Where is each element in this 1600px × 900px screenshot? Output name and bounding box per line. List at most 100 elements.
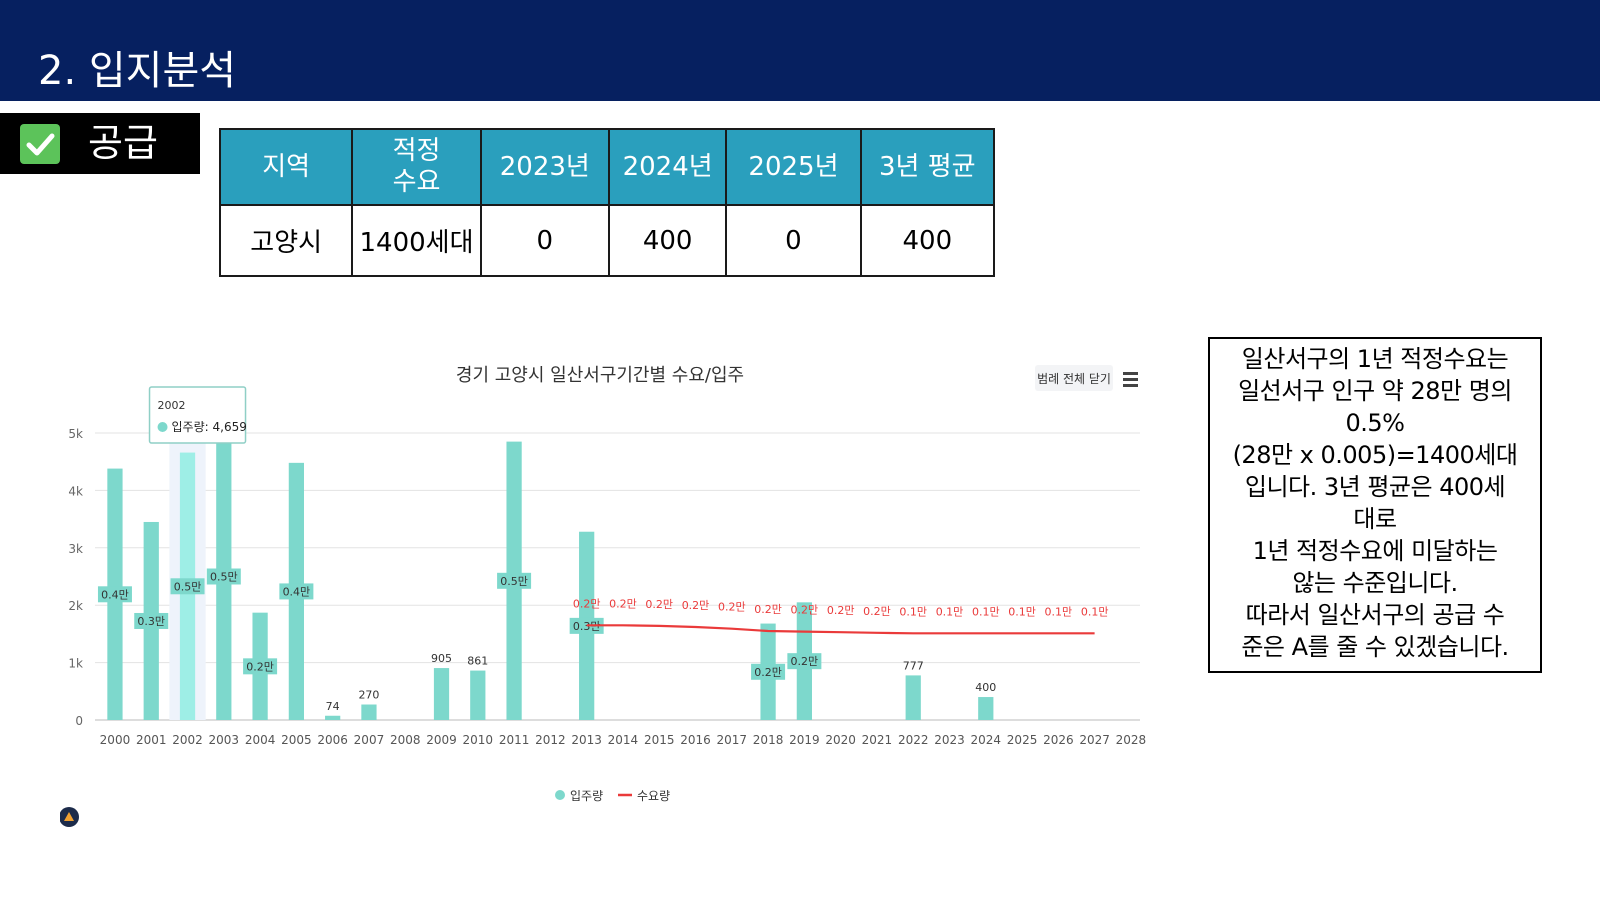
bar-data-label: 905 <box>431 652 452 665</box>
table-header-row: 지역 적정 수요 2023년 2024년 2025년 3년 평균 <box>218 128 996 206</box>
table-header-cell: 지역 <box>218 128 354 206</box>
line-data-label: 0.1만 <box>899 605 927 618</box>
line-data-label: 0.2만 <box>682 599 710 612</box>
check-icon <box>20 124 60 164</box>
legend-toggle-label: 범례 전체 닫기 <box>1037 372 1111 386</box>
bar-data-label: 0.3만 <box>137 615 165 628</box>
line-data-label: 0.1만 <box>1081 605 1109 618</box>
table-cell: 400 <box>859 204 996 277</box>
y-tick-label: 0 <box>75 714 83 728</box>
line-data-label: 0.2만 <box>863 605 891 618</box>
bar-data-label: 74 <box>326 700 340 713</box>
x-tick-label: 2018 <box>753 733 784 747</box>
table-header-cell: 2023년 <box>479 128 610 206</box>
x-tick-label: 2005 <box>281 733 312 747</box>
y-tick-label: 3k <box>68 542 83 556</box>
bar-data-label: 0.3만 <box>573 620 601 633</box>
bar-data-label: 777 <box>903 659 924 672</box>
x-tick-label: 2019 <box>789 733 820 747</box>
x-tick-label: 2025 <box>1007 733 1038 747</box>
table-cell: 400 <box>607 204 728 277</box>
bar <box>978 697 994 720</box>
bar-data-label: 270 <box>358 689 379 702</box>
table-cell: 0 <box>479 204 610 277</box>
y-tick-label: 2k <box>68 599 83 613</box>
bar-label-bg <box>134 612 169 629</box>
table-cell: 1400세대 <box>351 204 482 277</box>
line-data-label: 0.2만 <box>791 604 819 617</box>
tooltip-marker <box>157 422 168 432</box>
bar-label-bg <box>170 578 205 595</box>
table-header-cell: 3년 평균 <box>859 128 996 206</box>
x-tick-label: 2009 <box>426 733 457 747</box>
y-tick-label: 1k <box>68 657 83 671</box>
x-tick-label: 2024 <box>971 733 1002 747</box>
bar-label-bg <box>279 583 314 600</box>
tooltip-category: 2002 <box>158 399 186 412</box>
x-tick-label: 2021 <box>862 733 893 747</box>
note-line: 입니다. 3년 평균은 400세 <box>1244 473 1506 501</box>
note-line: 대로 <box>1353 505 1397 533</box>
x-tick-label: 2014 <box>608 733 639 747</box>
bar-data-label: 400 <box>975 681 996 694</box>
x-tick-label: 2003 <box>209 733 240 747</box>
bar-label-bg <box>97 586 132 603</box>
bar-label-bg <box>497 572 532 589</box>
note-line: 따라서 일산서구의 공급 수 <box>1245 601 1505 629</box>
menu-icon <box>1123 378 1138 381</box>
menu-icon <box>1123 372 1138 375</box>
x-tick-label: 2004 <box>245 733 276 747</box>
demand-line <box>586 624 1095 635</box>
tooltip-box <box>148 386 247 444</box>
page-title: 2. 입지분석 <box>38 48 237 94</box>
table-header-cell: 적정 수요 <box>351 128 482 206</box>
x-tick-label: 2002 <box>172 733 203 747</box>
line-data-label: 0.1만 <box>1008 605 1036 618</box>
x-tick-label: 2015 <box>644 733 675 747</box>
table-header-cell: 2025년 <box>725 128 862 206</box>
logo-icon-mark <box>64 812 74 821</box>
table-row: 고양시 1400세대 0 400 0 400 <box>218 204 996 277</box>
x-tick-label: 2001 <box>136 733 167 747</box>
bar-data-label: 0.4만 <box>283 585 311 598</box>
line-data-label: 0.1만 <box>936 605 964 618</box>
x-tick-label: 2022 <box>898 733 929 747</box>
bar-label-bg <box>751 663 786 680</box>
bar <box>905 675 921 720</box>
bar-label-bg <box>787 653 822 670</box>
line-data-label: 0.1만 <box>972 605 1000 618</box>
line-data-label: 0.2만 <box>718 601 746 614</box>
x-tick-label: 2008 <box>390 733 421 747</box>
supply-table: 지역 적정 수요 2023년 2024년 2025년 3년 평균 고양시 140… <box>218 128 996 277</box>
bar-data-label: 0.5만 <box>210 571 238 584</box>
note-line: 준은 A를 줄 수 있겠습니다. <box>1241 633 1509 661</box>
menu-icon <box>1123 384 1138 387</box>
line-data-label: 0.2만 <box>573 597 601 610</box>
chart-container: 경기 고양시 일산서구기간별 수요/입주 범례 전체 닫기 0 1k 2k 3k 4k 5k 0… <box>60 355 1170 835</box>
chart-title: 경기 고양시 일산서구기간별 수요/입주 <box>456 365 744 386</box>
x-tick-label: 2023 <box>934 733 965 747</box>
line-data-label: 0.2만 <box>645 598 673 611</box>
bar-label-bg <box>243 658 278 675</box>
x-tick-label: 2016 <box>680 733 711 747</box>
note-box: 일산서구의 1년 적정수요는 일선서구 인구 약 28만 명의 0.5% (28… <box>1208 337 1542 673</box>
legend-label: 수요량 <box>637 789 670 803</box>
y-tick-label: 4k <box>68 484 83 498</box>
x-tick-label: 2028 <box>1116 733 1147 747</box>
x-tick-label: 2006 <box>317 733 348 747</box>
note-line: 0.5% <box>1345 409 1405 437</box>
demand-supply-chart: 경기 고양시 일산서구기간별 수요/입주 범례 전체 닫기 0 1k 2k 3k 4k 5k 0… <box>60 365 1147 827</box>
y-tick-label: 5k <box>68 427 83 441</box>
bar <box>361 704 377 720</box>
section-label: 공급 <box>88 121 158 165</box>
bar-data-label: 0.5만 <box>174 580 202 593</box>
line-data-label: 0.2만 <box>827 604 855 617</box>
note-line: (28만 x 0.005)=1400세대 <box>1232 441 1518 469</box>
bar-label-bg <box>569 617 604 634</box>
table-header-cell: 2024년 <box>607 128 728 206</box>
legend-label: 입주량 <box>570 789 603 803</box>
x-tick-label: 2026 <box>1043 733 1074 747</box>
bar <box>470 670 486 720</box>
x-tick-label: 2012 <box>535 733 566 747</box>
